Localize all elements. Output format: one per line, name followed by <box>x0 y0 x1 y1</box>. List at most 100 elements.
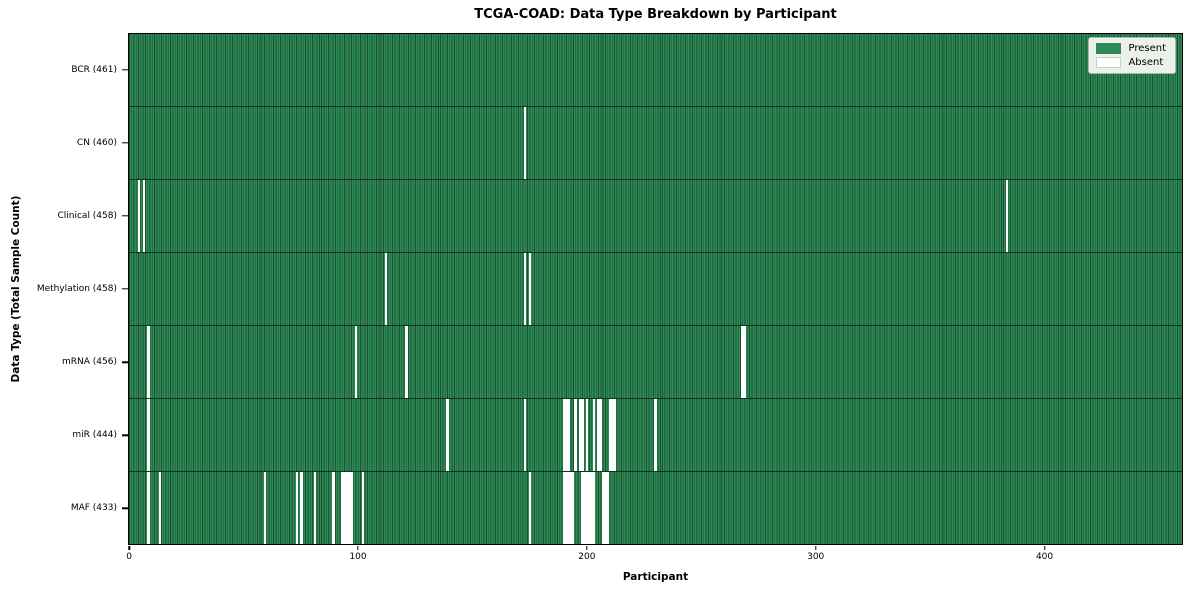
absent-mark <box>592 399 595 471</box>
absent-mark <box>158 472 161 544</box>
absent-mark <box>345 472 349 544</box>
x-tick-label: 300 <box>807 552 825 562</box>
y-tick-mark <box>122 215 128 217</box>
y-tick-mark <box>122 68 128 71</box>
absent-mark <box>588 472 591 544</box>
absent-mark <box>147 399 150 471</box>
absent-mark <box>565 399 568 471</box>
y-tick-mark <box>122 434 128 436</box>
x-tick-label: 0 <box>126 552 133 562</box>
x-tick-label: 200 <box>578 552 596 562</box>
absent-mark <box>147 472 150 544</box>
row-CN <box>129 106 1182 179</box>
absent-color-swatch <box>1096 57 1122 68</box>
absent-mark <box>601 472 605 544</box>
y-tick-label: Methylation (458) <box>36 284 117 294</box>
absent-mark <box>581 399 584 471</box>
x-tick-mark <box>357 546 359 550</box>
absent-mark <box>597 399 600 471</box>
absent-mark <box>528 472 531 544</box>
absent-mark <box>741 326 744 398</box>
absent-mark <box>606 472 609 544</box>
absent-mark <box>583 472 586 544</box>
absent-mark <box>341 472 344 544</box>
y-tick-mark <box>122 142 128 144</box>
absent-mark <box>599 399 602 471</box>
absent-mark <box>524 107 527 179</box>
absent-mark <box>574 399 577 471</box>
absent-mark <box>578 399 582 471</box>
absent-mark <box>524 253 527 325</box>
row-miR <box>129 398 1182 471</box>
x-axis-label: Participant <box>622 571 689 583</box>
absent-mark <box>314 472 317 544</box>
absent-mark <box>604 472 607 544</box>
legend-item-absent: Absent <box>1096 57 1166 68</box>
absent-mark <box>300 472 303 544</box>
absent-mark <box>585 472 589 544</box>
absent-mark <box>343 472 346 544</box>
absent-mark <box>562 399 566 471</box>
y-tick-label: BCR (461) <box>71 64 117 75</box>
row-MAF <box>129 471 1182 544</box>
absent-mark <box>147 326 150 398</box>
y-tick-label: miR (444) <box>72 430 117 441</box>
present-color-swatch <box>1096 43 1122 54</box>
absent-mark <box>572 472 575 544</box>
absent-mark <box>528 253 531 325</box>
x-tick-label: 400 <box>1035 552 1054 562</box>
absent-mark <box>743 326 746 398</box>
absent-mark <box>405 326 408 398</box>
x-tick-mark <box>586 546 588 550</box>
absent-mark <box>592 472 595 544</box>
y-tick-label: mRNA (456) <box>62 357 117 368</box>
absent-mark <box>355 326 358 398</box>
absent-mark <box>138 180 141 252</box>
y-tick-mark <box>122 361 128 363</box>
absent-mark <box>1006 180 1009 252</box>
absent-mark <box>295 472 299 544</box>
absent-mark <box>263 472 267 544</box>
absent-mark <box>613 399 616 471</box>
y-tick-label: MAF (433) <box>70 503 117 514</box>
row-Clinical <box>129 179 1182 252</box>
absent-mark <box>565 472 568 544</box>
absent-mark <box>569 472 573 544</box>
absent-mark <box>654 399 657 471</box>
y-tick-label: Clinical (458) <box>57 210 117 221</box>
row-mRNA <box>129 325 1182 398</box>
x-tick-mark <box>814 546 817 550</box>
x-axis-ticks: 0 100 200 300 400 <box>126 545 1183 569</box>
legend-label-present: Present <box>1128 43 1166 54</box>
absent-mark <box>361 472 365 544</box>
absent-mark <box>142 180 145 252</box>
absent-mark <box>590 472 593 544</box>
chart-title: TCGA-COAD: Data Type Breakdown by Partic… <box>474 7 837 22</box>
absent-mark <box>524 399 527 471</box>
absent-mark <box>562 472 566 544</box>
absent-mark <box>350 472 353 544</box>
y-tick-mark <box>122 288 128 290</box>
legend: Present Absent <box>1088 37 1176 74</box>
absent-mark <box>567 472 570 544</box>
row-BCR <box>129 34 1182 106</box>
absent-mark <box>446 399 449 471</box>
plot-area <box>128 33 1183 545</box>
absent-mark <box>567 399 570 471</box>
x-tick-mark <box>1043 546 1046 550</box>
absent-mark <box>608 399 611 471</box>
y-tick-mark <box>122 507 128 510</box>
x-tick-mark <box>128 546 130 550</box>
absent-mark <box>348 472 351 544</box>
x-tick-label: 100 <box>349 552 367 562</box>
legend-label-absent: Absent <box>1128 57 1164 68</box>
absent-mark <box>585 399 589 471</box>
absent-mark <box>610 399 614 471</box>
legend-item-present: Present <box>1096 43 1166 54</box>
absent-mark <box>384 253 388 325</box>
row-Methylation <box>129 252 1182 325</box>
y-axis-ticks: BCR (461) CN (460) Clinical (458) Methylati… <box>0 33 128 545</box>
absent-mark <box>332 472 335 544</box>
y-tick-label: CN (460) <box>76 137 117 148</box>
